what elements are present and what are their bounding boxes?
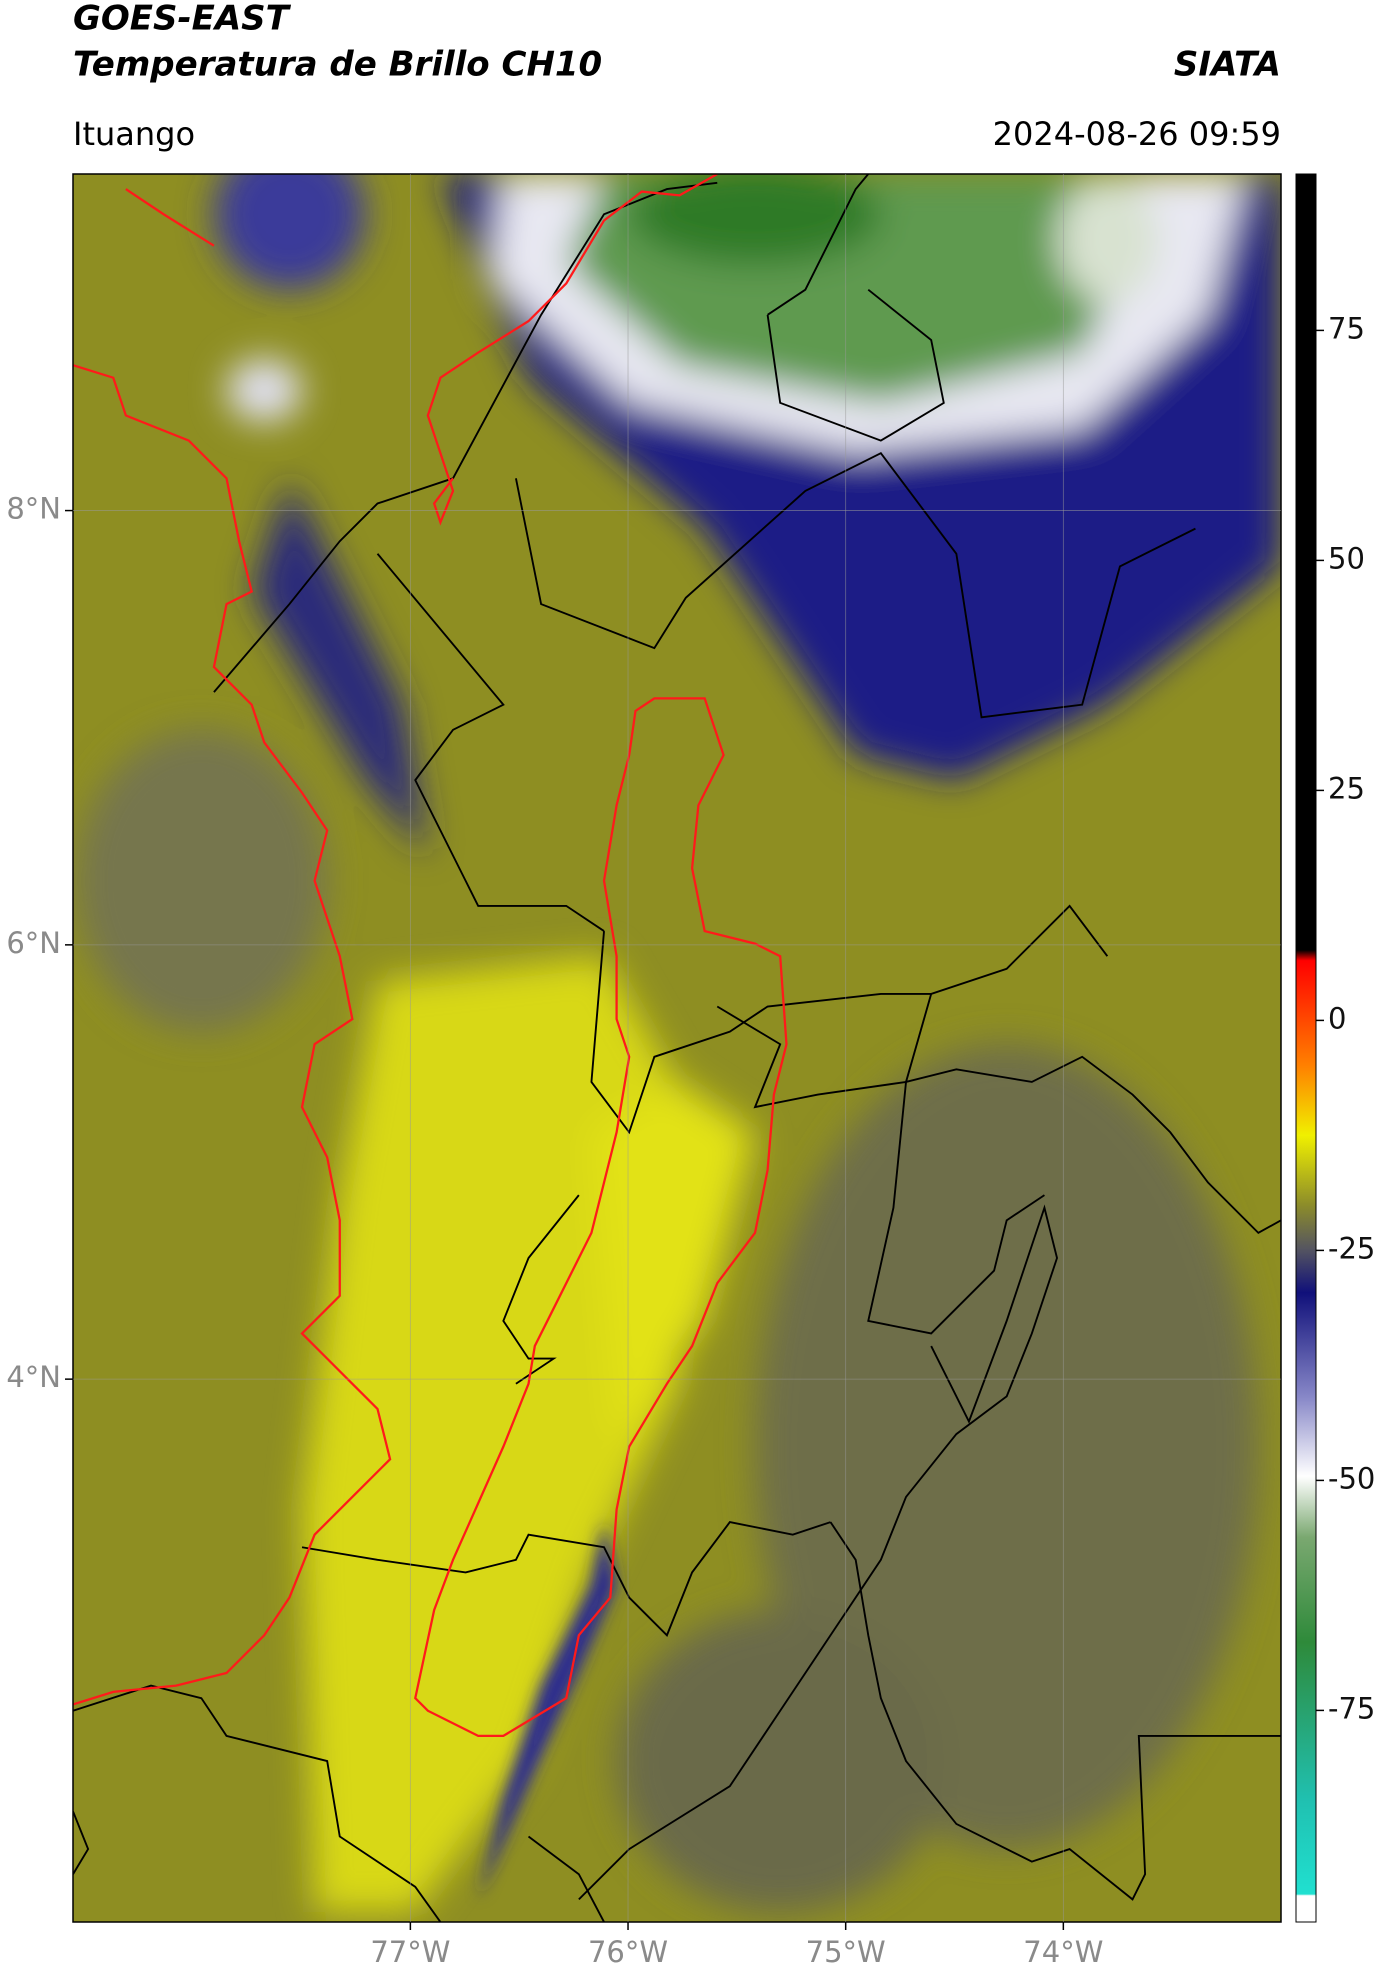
colorbar-tick-label: 25 [1328,771,1365,805]
lon-tick-label: 77°W [370,1935,450,1969]
lat-tick-label: 8°N [6,492,61,526]
brand: SIATA [1174,45,1281,85]
colorbar-tick-label: -25 [1328,1231,1375,1265]
colorbar-tick-label: 75 [1328,311,1365,345]
timestamp: 2024-08-26 09:59 [993,115,1281,153]
colorbar-tick-label: -50 [1328,1461,1375,1495]
colorbar-tick-label: -75 [1328,1691,1375,1725]
colorbar-tick-label: 0 [1328,1001,1346,1035]
lon-tick-label: 74°W [1023,1935,1103,1969]
lat-tick-label: 6°N [6,926,61,960]
lon-tick-label: 76°W [588,1935,668,1969]
colorbar-tick-label: 50 [1328,541,1365,575]
map-image [73,174,1281,1922]
lat-tick-label: 4°N [6,1360,61,1394]
location: Ituango [73,115,195,153]
title: Temperatura de Brillo CH10 [73,45,602,85]
lon-tick-label: 75°W [806,1935,886,1969]
title: GOES-EAST [73,0,292,39]
colorbar [1295,173,1317,1923]
map-frame [72,173,1282,1923]
